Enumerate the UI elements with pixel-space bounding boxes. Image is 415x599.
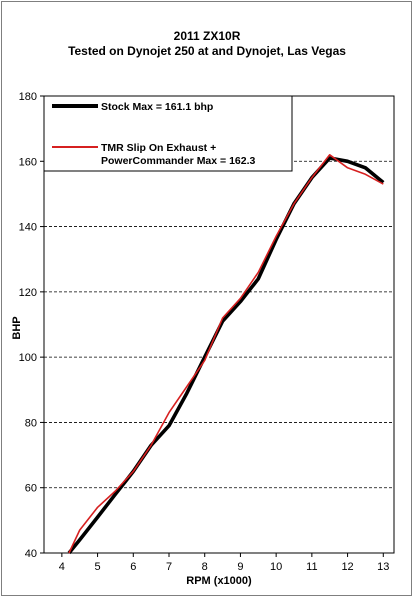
x-tick-label: 4 xyxy=(59,561,65,573)
y-tick-label: 180 xyxy=(19,91,37,103)
axis-ticks: 40 60 80 100 120 140 160 180 4 5 6 7 8 9 10 11 12 13 xyxy=(19,91,390,573)
y-axis-label: BHP xyxy=(11,316,23,339)
y-tick-label: 60 xyxy=(25,483,37,495)
x-axis-label: RPM (x1000) xyxy=(186,575,252,587)
x-tick-label: 7 xyxy=(166,561,172,573)
x-tick-label: 9 xyxy=(237,561,243,573)
x-tick-label: 10 xyxy=(270,561,282,573)
y-tick-label: 160 xyxy=(19,156,37,168)
legend-box xyxy=(43,95,293,172)
chart-title-line2: Tested on Dynojet 250 at and Dynojet, La… xyxy=(68,44,346,58)
y-tick-label: 80 xyxy=(25,417,37,429)
x-tick-label: 13 xyxy=(377,561,389,573)
y-tick-label: 120 xyxy=(19,287,37,299)
x-tick-label: 11 xyxy=(306,561,317,573)
series-lines xyxy=(67,154,385,555)
y-tick-label: 140 xyxy=(19,222,37,234)
y-tick-label: 40 xyxy=(25,548,37,560)
y-tick-label: 100 xyxy=(19,352,37,364)
legend-stock-label: Stock Max = 161.1 bhp xyxy=(101,101,213,113)
x-tick-label: 6 xyxy=(130,561,136,573)
legend: Stock Max = 161.1 bhp TMR Slip On Exhaus… xyxy=(43,95,293,172)
legend-tmr-label-line2: PowerCommander Max = 162.3 xyxy=(101,155,256,167)
tmr-series-line xyxy=(68,154,384,554)
x-tick-label: 8 xyxy=(202,561,208,573)
legend-tmr-label-line1: TMR Slip On Exhaust + xyxy=(101,142,216,154)
chart-title-line1: 2011 ZX10R xyxy=(174,29,241,43)
stock-series-line xyxy=(67,156,385,555)
x-tick-label: 5 xyxy=(95,561,101,573)
x-tick-label: 12 xyxy=(341,561,353,573)
